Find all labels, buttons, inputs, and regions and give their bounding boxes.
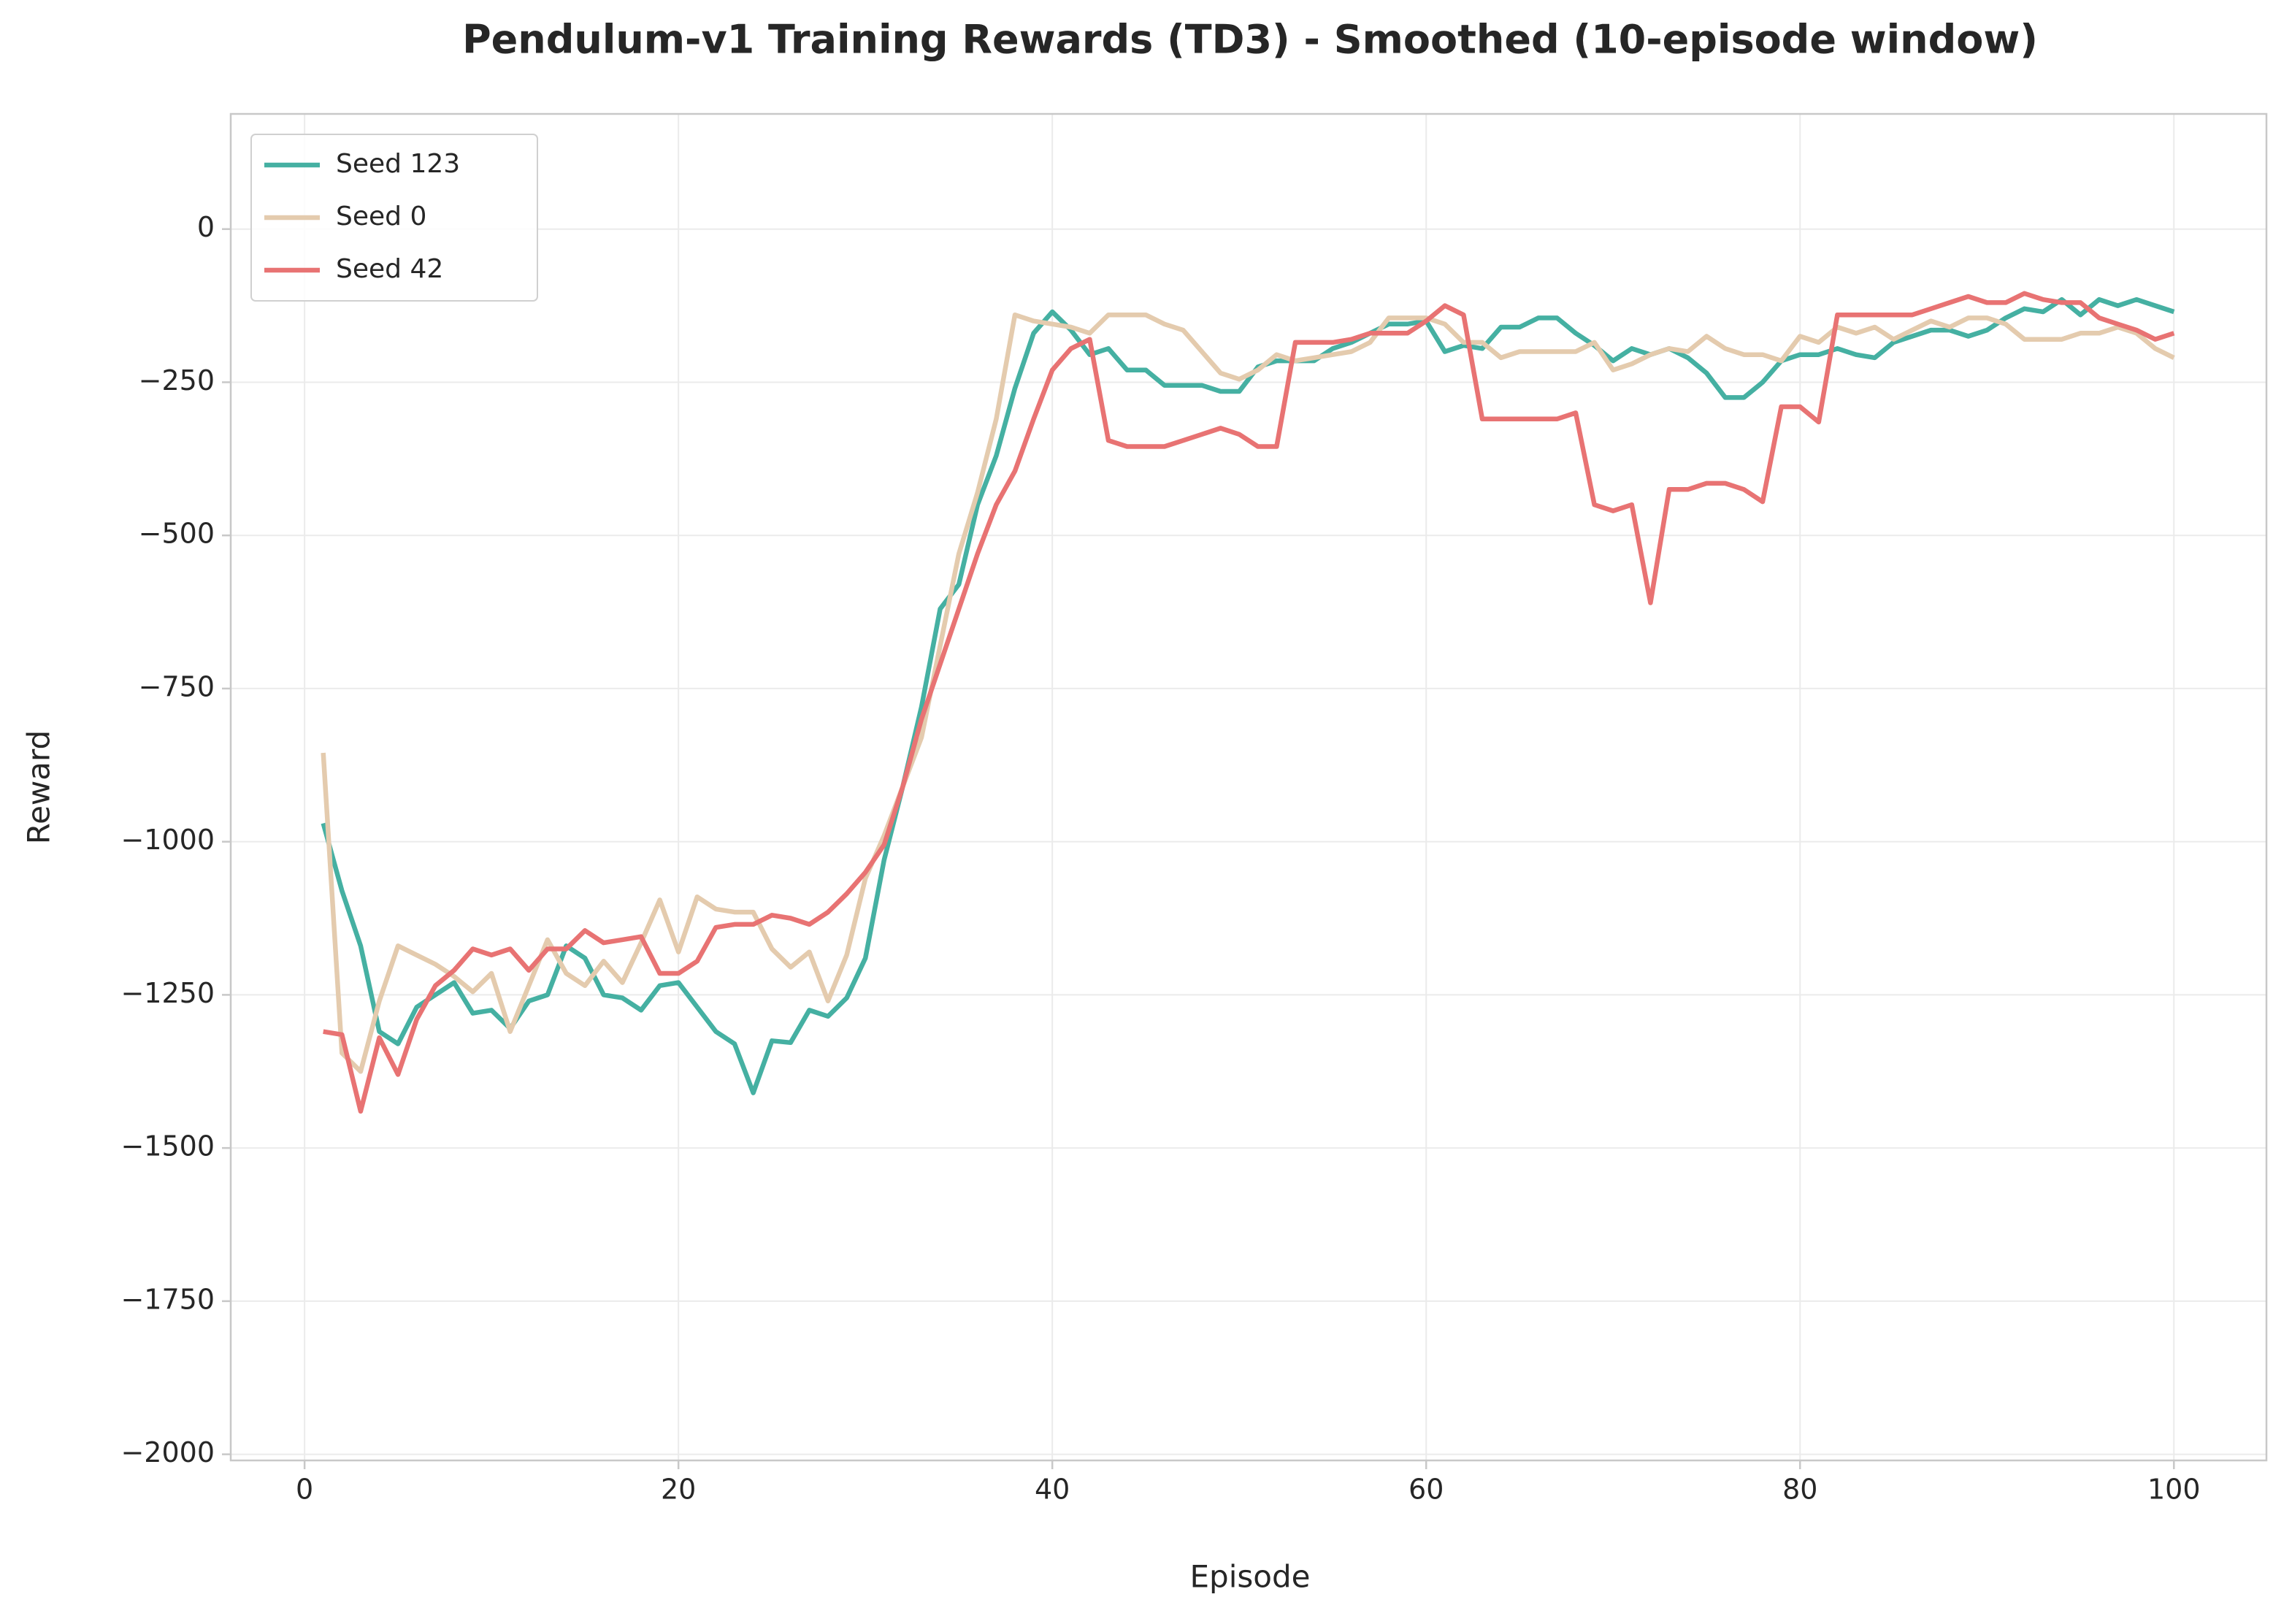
legend-label: Seed 42 xyxy=(336,254,443,284)
y-tick-label: −1750 xyxy=(120,1283,215,1315)
x-tick-label: 0 xyxy=(296,1474,313,1506)
series-line xyxy=(321,312,2175,1074)
series-line xyxy=(321,296,2175,1095)
y-tick-label: −1000 xyxy=(120,824,215,856)
y-tick-label: −1250 xyxy=(120,977,215,1009)
y-tick-label: −750 xyxy=(139,670,215,702)
y-tick-label: −250 xyxy=(139,364,215,397)
series-line xyxy=(323,291,2175,1114)
y-tick-label: −1500 xyxy=(120,1130,215,1163)
y-tick-label: −500 xyxy=(139,518,215,550)
chart-title: Pendulum-v1 Training Rewards (TD3) - Smo… xyxy=(462,17,2038,63)
plot-frame xyxy=(229,112,2268,1462)
y-tick-label: −2000 xyxy=(120,1436,215,1468)
legend-label: Seed 123 xyxy=(336,149,460,179)
x-tick-label: 100 xyxy=(2147,1474,2201,1506)
legend-label: Seed 0 xyxy=(336,202,426,231)
y-axis-label: Reward xyxy=(21,730,57,844)
x-axis-label: Episode xyxy=(1190,1559,1311,1595)
x-tick-label: 20 xyxy=(661,1474,696,1506)
legend-box xyxy=(250,134,538,302)
y-tick-label: 0 xyxy=(197,211,215,243)
x-tick-label: 80 xyxy=(1782,1474,1817,1506)
x-tick-label: 40 xyxy=(1035,1474,1070,1506)
x-tick-label: 60 xyxy=(1408,1474,1444,1506)
